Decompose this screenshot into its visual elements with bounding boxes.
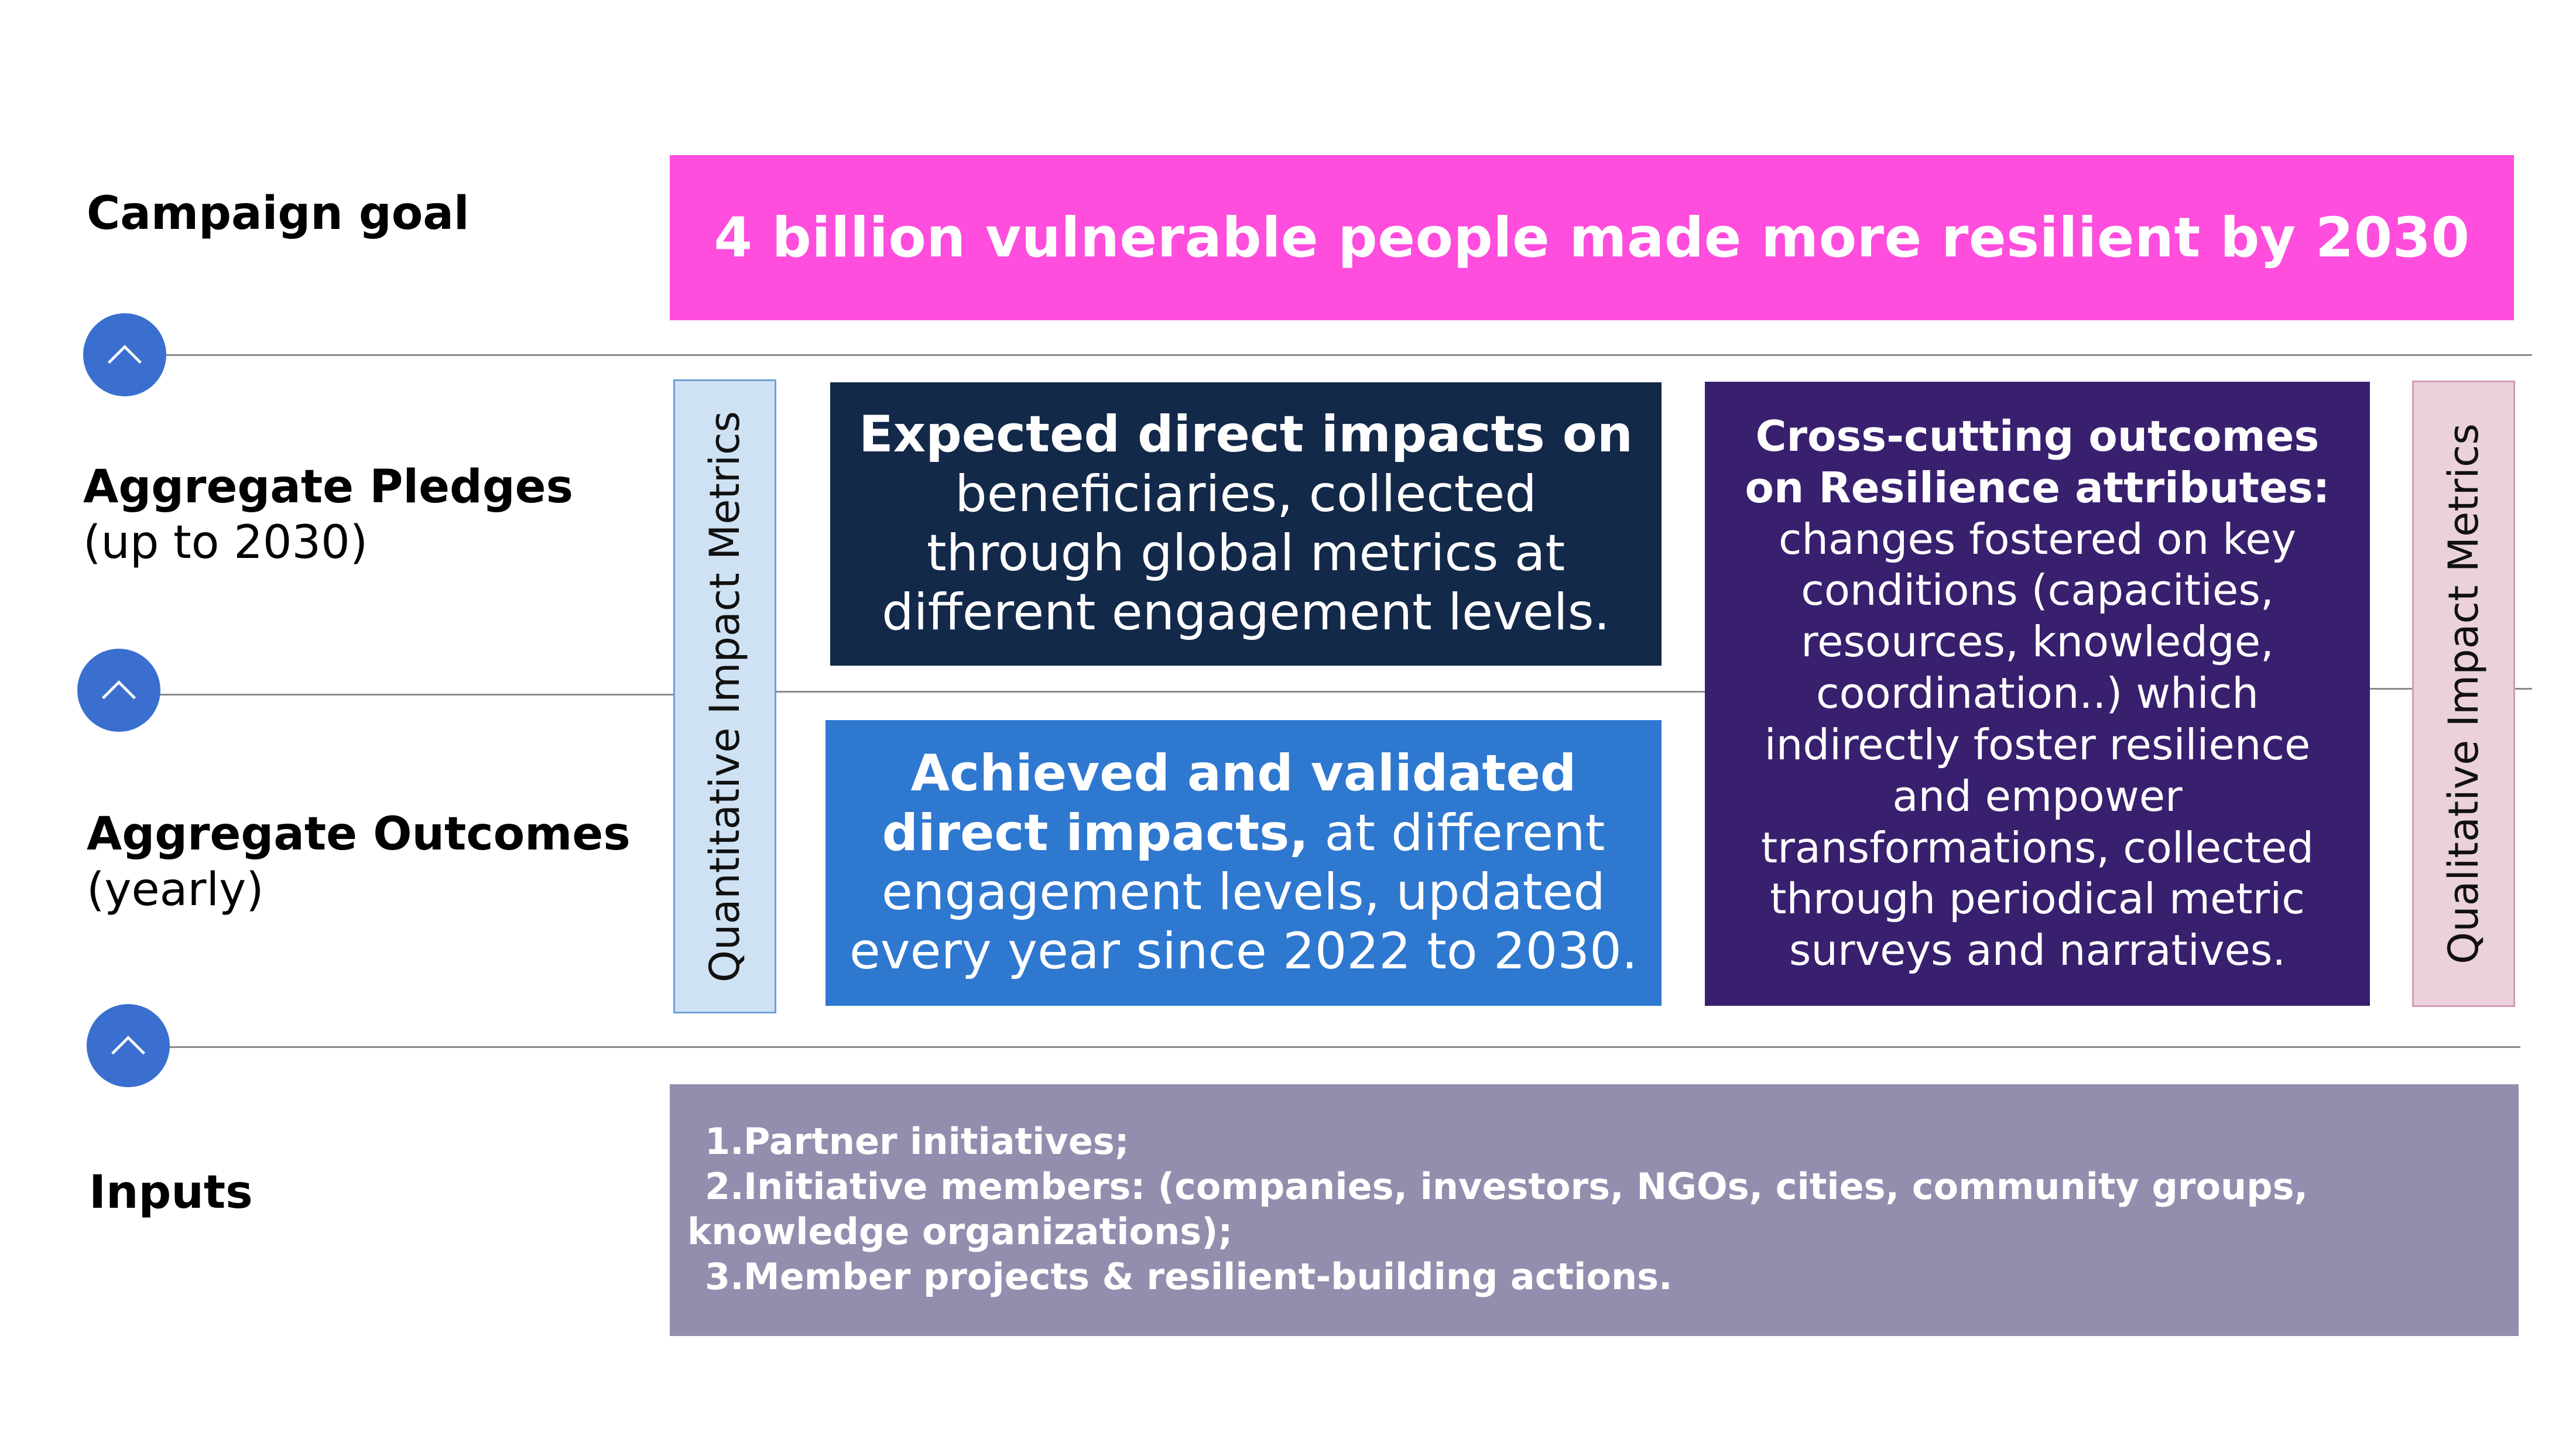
inputs-box: 1.Partner initiatives; 2.Initiative memb… <box>670 1084 2519 1336</box>
achieved-impacts-text: at different engagement levels, updated … <box>849 803 1638 981</box>
inputs-list-item: 1.Partner initiatives; <box>705 1120 1129 1163</box>
aggregate-outcomes-title: Aggregate Outcomes <box>87 808 631 861</box>
inputs-list-item: 3.Member projects & resilient-building a… <box>705 1255 1673 1298</box>
campaign-goal-text: 4 billion vulnerable people made more re… <box>714 205 2470 270</box>
achieved-impacts-heading: Achieved and validated direct impacts, <box>882 744 1577 862</box>
crosscutting-text: changes fostered on key conditions (capa… <box>1760 514 2314 975</box>
crosscutting-outcomes-box: Cross-cutting outcomes on Resilience att… <box>1705 382 2370 1006</box>
inputs-list-item: 2.Initiative members: (companies, invest… <box>687 1164 2308 1253</box>
qualitative-metrics-bar: Qualitative Impact Metrics <box>2412 381 2515 1007</box>
quantitative-metrics-label: Quantitative Impact Metrics <box>701 410 749 982</box>
separator-line-1 <box>123 354 2532 356</box>
aggregate-outcomes-label: Aggregate Outcomes (yearly) <box>87 807 631 918</box>
expected-impacts-heading: Expected direct impacts on <box>858 405 1633 464</box>
achieved-impacts-box: Achieved and validated direct impacts, a… <box>825 720 1662 1006</box>
crosscutting-heading: Cross-cutting outcomes on Resilience att… <box>1745 411 2330 512</box>
aggregate-outcomes-subtitle: (yearly) <box>87 864 264 917</box>
aggregate-pledges-title: Aggregate Pledges <box>83 461 574 513</box>
inputs-label: Inputs <box>89 1166 253 1219</box>
expected-impacts-text: beneficiaries, collected through global … <box>882 464 1610 642</box>
separator-line-2a <box>117 694 676 696</box>
separator-line-3 <box>123 1046 2520 1048</box>
aggregate-pledges-label: Aggregate Pledges (up to 2030) <box>83 460 573 571</box>
expected-impacts-box: Expected direct impacts on beneficiaries… <box>830 382 1662 666</box>
chevron-up-icon <box>108 345 142 364</box>
quantitative-metrics-bar: Quantitative Impact Metrics <box>673 379 776 1013</box>
collapse-button-2[interactable] <box>77 649 160 732</box>
collapse-button-1[interactable] <box>83 313 166 396</box>
collapse-button-3[interactable] <box>87 1004 170 1087</box>
campaign-goal-box: 4 billion vulnerable people made more re… <box>670 155 2514 320</box>
qualitative-metrics-label: Qualitative Impact Metrics <box>2440 423 2488 964</box>
separator-line-2b <box>773 691 1710 693</box>
chevron-up-icon <box>102 680 136 700</box>
aggregate-pledges-subtitle: (up to 2030) <box>83 516 368 570</box>
chevron-up-icon <box>111 1036 145 1055</box>
campaign-goal-label: Campaign goal <box>87 187 470 240</box>
